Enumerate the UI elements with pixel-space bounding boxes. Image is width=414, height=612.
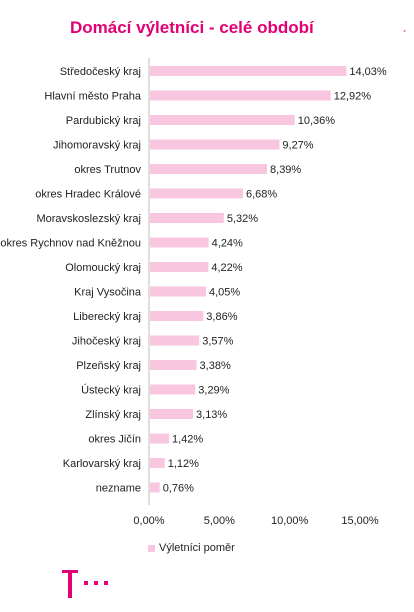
data-label: 0,76% [163, 483, 194, 495]
telekom-logo [62, 570, 132, 602]
category-label: okres Rychnov nad Kněžnou [0, 238, 141, 250]
data-label: 3,13% [196, 409, 227, 421]
category-label: okres Jičín [88, 434, 141, 446]
bar [150, 213, 224, 223]
bar [150, 335, 200, 346]
x-tick-label: 15,00% [341, 515, 379, 527]
category-label: Jihočeský kraj [72, 336, 141, 348]
logo-dot [94, 581, 98, 585]
category-label: Moravskoslezský kraj [36, 213, 141, 225]
x-tick-label: 10,00% [271, 515, 309, 527]
bar [150, 115, 295, 125]
category-label: Jihomoravský kraj [53, 140, 141, 152]
bar [150, 311, 204, 321]
category-label: Ústecký kraj [81, 384, 141, 397]
x-tick-label: 5,00% [204, 515, 235, 527]
bar [150, 409, 194, 419]
legend: Výletníci poměr [148, 542, 235, 554]
logo-t-stem [68, 573, 72, 598]
data-label: 8,39% [270, 164, 301, 176]
bar [150, 360, 197, 370]
bar [150, 164, 268, 174]
bar [150, 482, 160, 493]
data-label: 3,38% [200, 360, 231, 372]
data-label: 3,57% [202, 336, 233, 348]
bar [150, 384, 196, 395]
data-label: 3,29% [198, 385, 229, 397]
bar [150, 66, 347, 76]
category-label: Středočeský kraj [60, 66, 141, 78]
legend-swatch [148, 544, 155, 552]
data-label: 3,86% [206, 311, 237, 323]
category-label: Pardubický kraj [66, 115, 141, 127]
data-label: 1,42% [172, 434, 203, 446]
category-label: okres Hradec Králové [35, 189, 141, 201]
bar [150, 262, 209, 272]
data-label: 14,03% [349, 66, 387, 78]
category-label: Zlínský kraj [85, 409, 141, 421]
bar [150, 237, 209, 248]
bar [150, 433, 169, 444]
category-label: nezname [96, 483, 141, 495]
x-tick-label: 0,00% [133, 515, 164, 527]
bar [150, 188, 243, 199]
data-label: 12,92% [334, 91, 372, 103]
category-label: Plzeňský kraj [76, 360, 141, 372]
legend-label: Výletníci poměr [159, 542, 235, 554]
data-label: 10,36% [298, 115, 336, 127]
category-label: Olomoucký kraj [65, 262, 141, 274]
bar [150, 139, 280, 150]
data-label: 5,32% [227, 213, 258, 225]
category-label: Liberecký kraj [73, 311, 141, 323]
bar [150, 286, 206, 297]
logo-t-bar [62, 570, 78, 573]
data-label: 6,68% [246, 189, 277, 201]
category-label: Kraj Vysočina [74, 287, 142, 299]
chart-title: Domácí výletníci - celé období [70, 18, 314, 37]
data-label: 4,05% [209, 287, 240, 299]
data-label: 4,22% [211, 262, 242, 274]
logo-dot [104, 581, 108, 585]
bar [150, 90, 331, 101]
data-label: 9,27% [282, 140, 313, 152]
category-label: Karlovarský kraj [63, 458, 141, 470]
bar [150, 458, 165, 468]
corner-mark: ´ [403, 28, 407, 42]
data-label: 1,12% [168, 458, 199, 470]
logo-dot [84, 581, 88, 585]
category-label: Hlavní město Praha [44, 91, 141, 103]
category-label: okres Trutnov [74, 164, 141, 176]
data-label: 4,24% [212, 238, 243, 250]
